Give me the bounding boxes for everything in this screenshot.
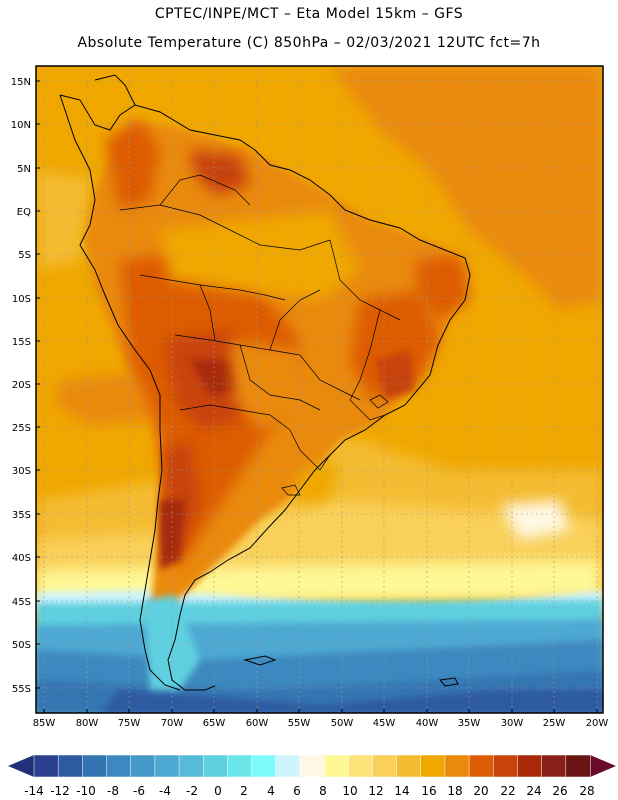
- colorbar-swatch: [565, 754, 591, 778]
- lat-label: 30S: [12, 466, 31, 477]
- axis-ticks: [36, 80, 598, 713]
- colorbar-tick-label: -10: [76, 784, 96, 798]
- colorbar-tick-label: 26: [552, 784, 567, 798]
- colorbar-swatch: [517, 754, 543, 778]
- colorbar-swatch: [444, 754, 470, 778]
- lon-label: 65W: [203, 718, 226, 729]
- colorbar-swatch: [323, 754, 349, 778]
- lat-label: 5S: [18, 250, 31, 261]
- colorbar-tick-label: -8: [107, 784, 119, 798]
- lat-label: 50S: [12, 640, 31, 651]
- colorbar-swatch: [33, 754, 59, 778]
- colorbar-tick-label: 28: [579, 784, 594, 798]
- colorbar-swatch: [178, 754, 204, 778]
- colorbar-swatch: [227, 754, 253, 778]
- colorbar-swatch: [154, 754, 180, 778]
- colorbar-tick-label: 0: [214, 784, 222, 798]
- lon-label: 30W: [501, 718, 524, 729]
- lon-label: 85W: [33, 718, 56, 729]
- lon-label: 40W: [416, 718, 439, 729]
- map-frame: [35, 65, 604, 714]
- colorbar-tick-label: -2: [186, 784, 198, 798]
- colorbar-tick-label: 14: [394, 784, 409, 798]
- lon-label: 75W: [118, 718, 141, 729]
- colorbar-tick-label: 22: [500, 784, 515, 798]
- lat-label: 40S: [12, 553, 31, 564]
- lon-label: 60W: [246, 718, 269, 729]
- lon-label: 80W: [76, 718, 99, 729]
- colorbar-under-arrow: [8, 755, 34, 777]
- colorbar-over-arrow: [590, 755, 616, 777]
- colorbar-swatch: [202, 754, 228, 778]
- colorbar-swatch: [396, 754, 422, 778]
- colorbar-swatch: [57, 754, 83, 778]
- country-borders: [119, 174, 401, 496]
- lat-label: 10N: [11, 120, 31, 131]
- lon-label: 70W: [161, 718, 184, 729]
- temperature-field: [36, 66, 603, 713]
- colorbar-tick-label: 16: [421, 784, 436, 798]
- colorbar-swatch: [372, 754, 398, 778]
- colorbar-tick-label: -14: [24, 784, 44, 798]
- title-line-1: CPTEC/INPE/MCT – Eta Model 15km – GFS: [154, 6, 464, 22]
- lat-label: 20S: [12, 380, 31, 391]
- colorbar-swatch: [106, 754, 132, 778]
- lon-label: 45W: [373, 718, 396, 729]
- colorbar-tick-label: 24: [526, 784, 541, 798]
- colorbar-swatch: [82, 754, 108, 778]
- colorbar-swatch: [493, 754, 519, 778]
- colorbar-tick-label: 12: [368, 784, 383, 798]
- colorbar-swatch: [130, 754, 156, 778]
- colorbar-tick-label: 6: [293, 784, 301, 798]
- lat-label: 55S: [12, 684, 31, 695]
- lon-label: 50W: [331, 718, 354, 729]
- lat-label: 5N: [17, 164, 31, 175]
- lat-label: 35S: [12, 510, 31, 521]
- lat-label: 45S: [12, 597, 31, 608]
- colorbar-tick-label: 20: [473, 784, 488, 798]
- colorbar: -14 -12 -10 -8 -6 -4 -2 0 2 4 6 8 10 12 …: [8, 754, 616, 798]
- lat-label: 25S: [12, 423, 31, 434]
- colorbar-swatch: [541, 754, 567, 778]
- colorbar-swatch: [420, 754, 446, 778]
- colorbar-tick-label: -12: [50, 784, 70, 798]
- colorbar-tick-label: 10: [342, 784, 357, 798]
- latitude-labels: 15N 10N 5N EQ 5S 10S 15S 20S 25S 30S 35S…: [11, 77, 31, 695]
- lon-label: 35W: [458, 718, 481, 729]
- lon-label: 25W: [543, 718, 566, 729]
- colorbar-tick-label: 4: [267, 784, 275, 798]
- colorbar-swatch: [275, 754, 301, 778]
- colorbar-tick-label: -6: [133, 784, 145, 798]
- longitude-labels: 85W 80W 75W 70W 65W 60W 55W 50W 45W 40W …: [33, 718, 609, 729]
- colorbar-swatch: [251, 754, 277, 778]
- colorbar-tick-label: 18: [447, 784, 462, 798]
- colorbar-tick-label: 8: [319, 784, 327, 798]
- lon-label: 20W: [586, 718, 609, 729]
- colorbar-swatch: [348, 754, 373, 778]
- title-line-2: Absolute Temperature (C) 850hPa – 02/03/…: [77, 35, 541, 51]
- colorbar-tick-label: 2: [240, 784, 248, 798]
- lat-label: 15N: [11, 77, 31, 88]
- lon-label: 55W: [288, 718, 311, 729]
- lat-label: EQ: [17, 207, 31, 218]
- colorbar-tick-label: -4: [159, 784, 171, 798]
- lat-label: 15S: [12, 337, 31, 348]
- colorbar-swatch: [299, 754, 325, 778]
- coastline: [59, 74, 471, 691]
- colorbar-swatch: [468, 754, 494, 778]
- lat-label: 10S: [12, 294, 31, 305]
